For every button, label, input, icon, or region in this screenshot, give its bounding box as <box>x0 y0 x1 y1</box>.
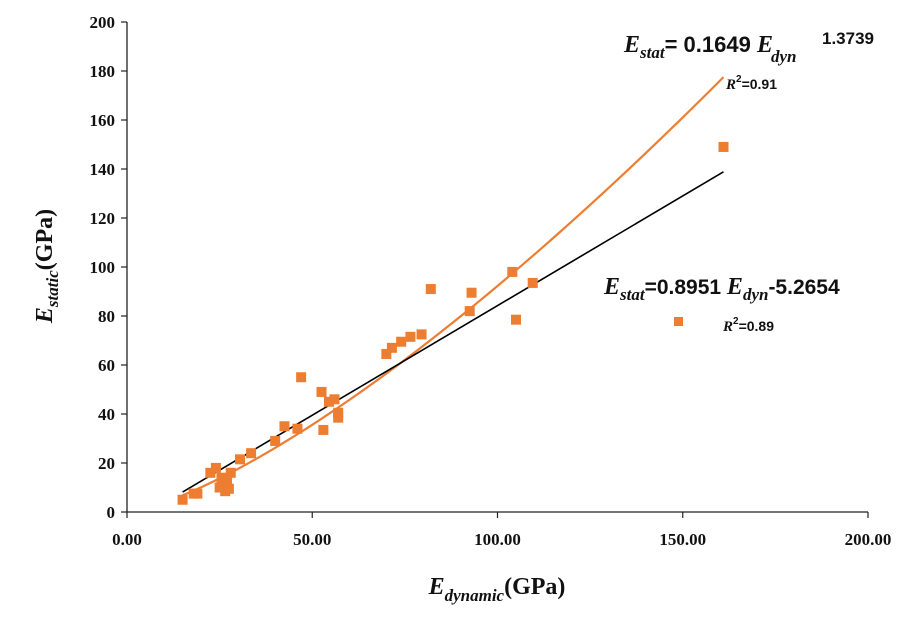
data-point <box>381 348 392 359</box>
y-tick-label: 160 <box>90 111 116 130</box>
y-tick-label: 120 <box>90 209 116 228</box>
x-axis-ticks: 0.00 50.00 100.00 150.00 200.00 <box>112 512 891 549</box>
data-point <box>216 472 227 483</box>
y-tick-label: 20 <box>98 454 115 473</box>
x-tick-label: 100.00 <box>474 530 521 549</box>
data-point <box>222 477 233 488</box>
power-fit-exponent: 1.3739 <box>822 29 874 48</box>
y-tick-label: 200 <box>90 13 116 32</box>
data-point <box>225 467 236 478</box>
y-tick-label: 60 <box>98 356 115 375</box>
data-point <box>511 314 522 325</box>
y-tick-label: 100 <box>90 258 116 277</box>
data-point <box>386 342 397 353</box>
y-axis-ticks: 0 20 40 60 80 100 120 140 160 180 200 <box>90 13 127 522</box>
data-point <box>329 394 340 405</box>
data-point <box>416 329 427 340</box>
axes <box>126 22 868 513</box>
data-points <box>177 141 729 505</box>
x-axis-title: Edynamic(GPa) <box>428 574 566 605</box>
data-point <box>279 421 290 432</box>
y-tick-label: 80 <box>98 307 115 326</box>
power-fit-equation: Estat= 0.1649 Edyn <box>623 32 796 66</box>
x-tick-label: 150.00 <box>659 530 706 549</box>
y-tick-label: 0 <box>107 503 116 522</box>
data-point <box>210 462 221 473</box>
data-point <box>405 331 416 342</box>
linear-fit-line <box>182 171 724 493</box>
linear-fit-equation: Estat=0.8951 Edyn-5.2654 <box>603 274 840 304</box>
data-point <box>318 424 329 435</box>
data-point <box>333 407 344 418</box>
data-point <box>270 435 281 446</box>
data-point <box>396 336 407 347</box>
data-point <box>323 396 334 407</box>
data-point <box>718 141 729 152</box>
data-point <box>192 488 203 499</box>
x-tick-label: 50.00 <box>293 530 331 549</box>
y-axis-title: Estatic(GPa) <box>32 209 62 324</box>
data-point <box>296 372 307 383</box>
data-point <box>205 467 216 478</box>
data-point <box>316 386 327 397</box>
power-fit-r2: R2=0.91 <box>725 74 777 93</box>
x-tick-label: 0.00 <box>112 530 142 549</box>
legend-marker <box>674 317 683 326</box>
x-tick-label: 200.00 <box>845 530 892 549</box>
data-point <box>507 266 518 277</box>
y-tick-label: 180 <box>90 62 116 81</box>
data-point <box>464 306 475 317</box>
linear-fit-r2: R2=0.89 <box>722 316 774 335</box>
data-point <box>246 448 257 459</box>
y-tick-label: 140 <box>90 160 116 179</box>
data-point <box>223 483 234 494</box>
data-point <box>177 494 188 505</box>
data-point <box>527 277 538 288</box>
y-tick-label: 40 <box>98 405 115 424</box>
data-point <box>425 284 436 295</box>
data-point <box>235 454 246 465</box>
data-point <box>466 287 477 298</box>
data-point <box>292 423 303 434</box>
power-fit-curve <box>182 76 725 497</box>
